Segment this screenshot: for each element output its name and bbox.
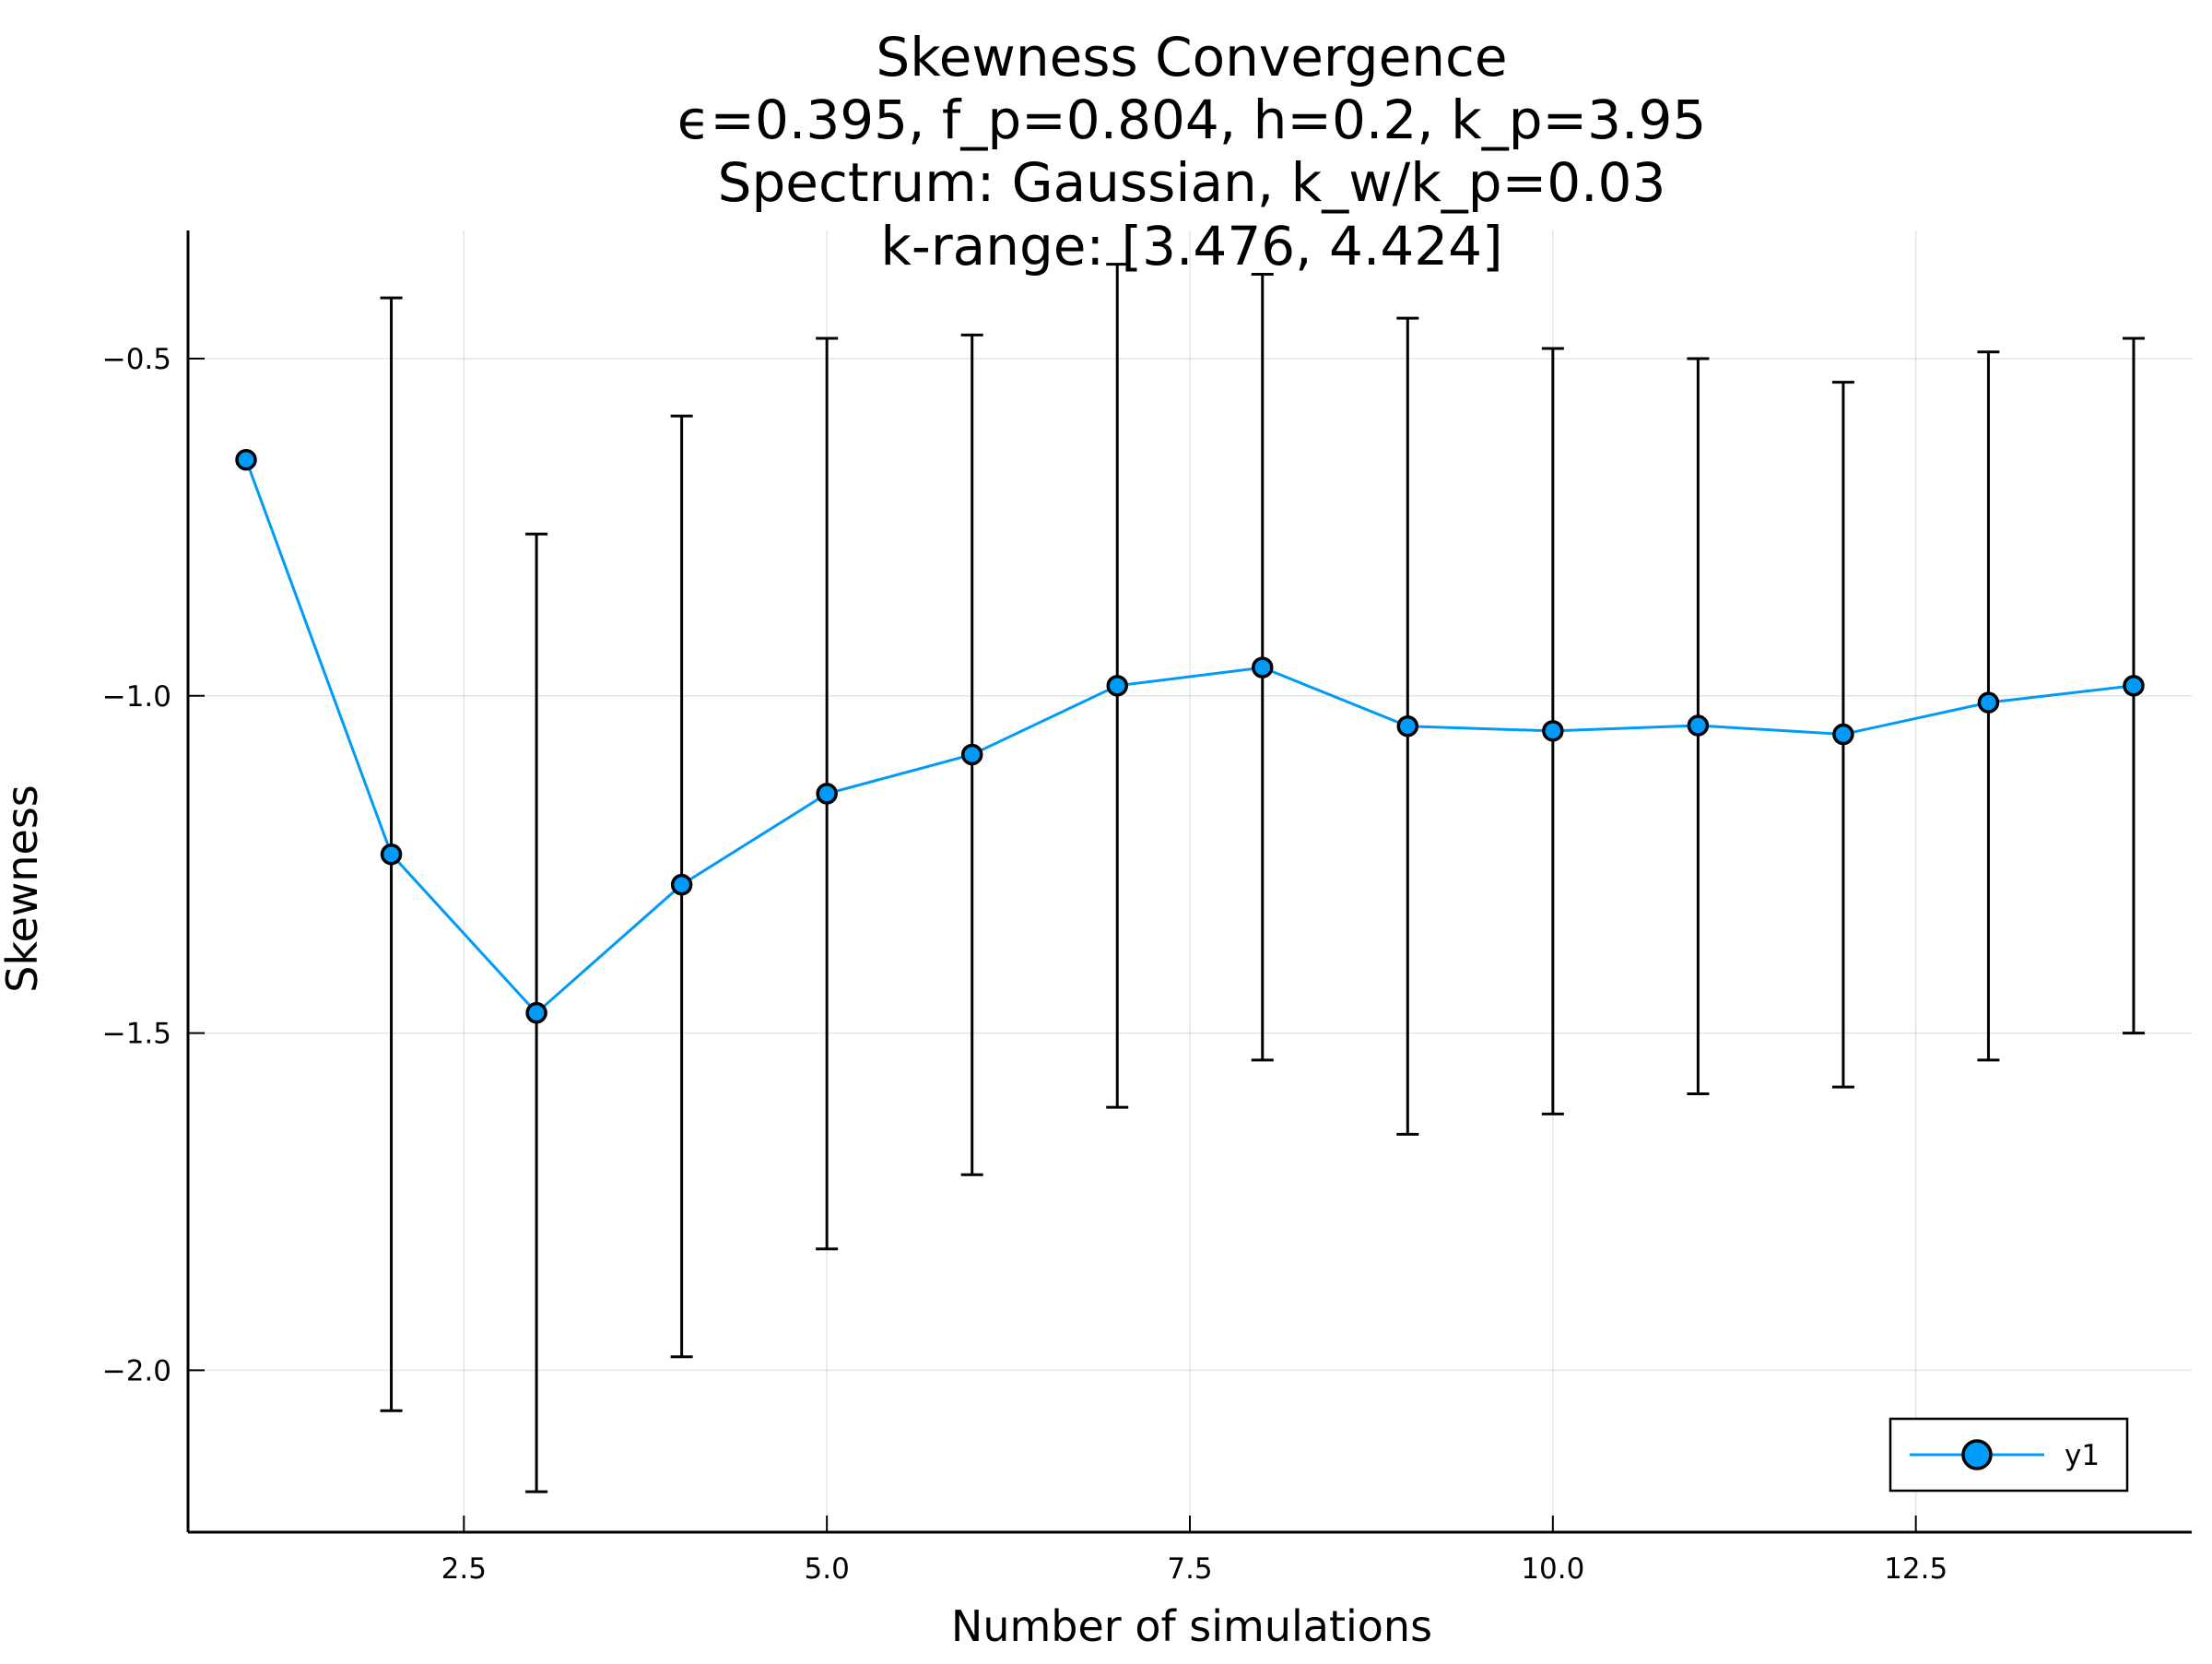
y-tick-label-2: −1.0 [102, 680, 171, 714]
title-line-3: Spectrum: Gaussian, k_w/k_p=0.03 [718, 151, 1666, 214]
data-point-7 [1106, 675, 1128, 697]
data-point-11 [1687, 714, 1710, 737]
x-tick-label-4: 12.5 [1884, 1552, 1947, 1586]
data-point-2 [380, 843, 403, 866]
tick-labels-layer: 2.5 5.0 7.5 10.0 12.5 −2.0 −1.5 −1.0 −0.5 [102, 343, 1947, 1586]
y-axis-label: Skewness [0, 785, 47, 993]
y-tick-label-0: −2.0 [102, 1354, 171, 1387]
data-point-14 [2123, 675, 2145, 697]
error-bars-layer [380, 263, 2145, 1493]
data-point-10 [1542, 720, 1564, 742]
legend-marker [1961, 1439, 1993, 1470]
y-tick-label-1: −1.5 [102, 1018, 171, 1051]
chart-title: Skewness Convergence ϵ=0.395, f_p=0.804,… [677, 26, 1707, 277]
x-axis-label: Number of simulations [951, 1601, 1432, 1651]
data-point-5 [816, 783, 838, 805]
x-tick-label-3: 10.0 [1521, 1552, 1584, 1586]
series-line-y1 [244, 459, 2135, 1015]
grid-layer [188, 230, 2192, 1532]
legend-label-y1: y1 [2065, 1439, 2100, 1472]
data-point-4 [670, 873, 693, 896]
x-tick-label-1: 5.0 [805, 1552, 850, 1586]
title-line-1: Skewness Convergence [876, 26, 1507, 89]
data-point-9 [1396, 714, 1419, 738]
data-point-1 [235, 448, 257, 471]
data-point-13 [1977, 691, 2000, 714]
data-point-8 [1252, 656, 1274, 679]
x-tick-label-2: 7.5 [1167, 1552, 1212, 1586]
legend: y1 [1888, 1417, 2129, 1493]
data-point-12 [1832, 723, 1854, 746]
x-tick-label-0: 2.5 [441, 1552, 487, 1586]
y-tick-label-3: −0.5 [102, 343, 171, 376]
series-layer [235, 448, 2145, 1024]
data-point-6 [960, 743, 983, 766]
title-line-4: k-range: [3.476, 4.424] [880, 215, 1502, 277]
axes-layer [186, 230, 2192, 1534]
data-point-3 [525, 1001, 547, 1024]
title-line-2: ϵ=0.395, f_p=0.804, h=0.2, k_p=3.95 [677, 89, 1707, 151]
